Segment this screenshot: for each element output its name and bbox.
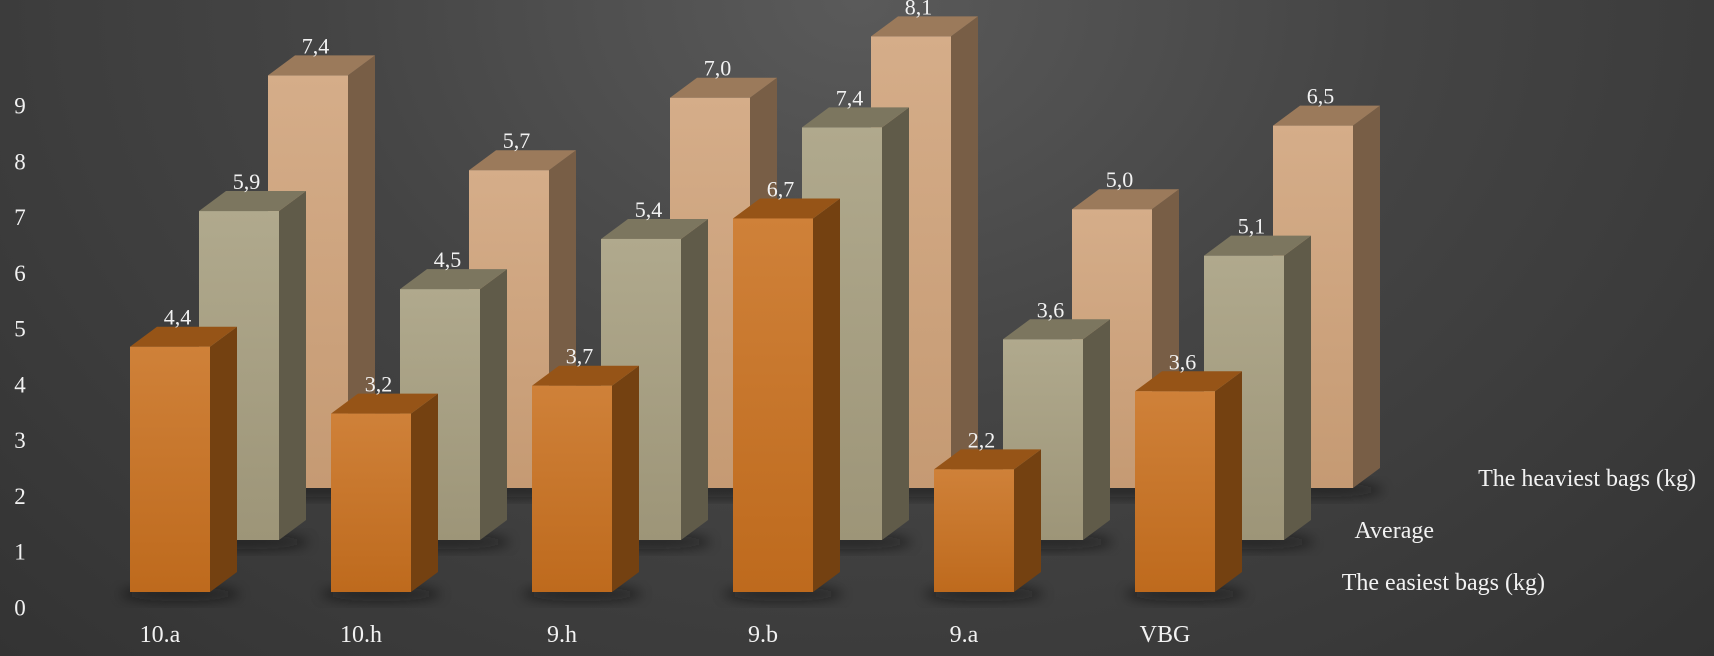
bar-top (802, 107, 909, 128)
bar-front (934, 469, 1014, 592)
bar-side (1353, 105, 1380, 488)
y-tick-label: 9 (14, 94, 26, 119)
bar-top (130, 326, 237, 347)
bar-side (1215, 371, 1242, 592)
y-tick-label: 5 (14, 317, 26, 342)
x-tick-label: 10.h (340, 622, 382, 648)
x-tick-label: 9.a (950, 622, 979, 648)
x-tick-label: 9.h (547, 622, 577, 648)
legend-entry-the-easiest-bags-kg: The easiest bags (kg) (1342, 570, 1545, 596)
bar-top (268, 55, 375, 76)
legend-entry-the-heaviest-bags-kg: The heaviest bags (kg) (1478, 466, 1696, 492)
x-tick-label: 10.a (140, 622, 181, 648)
y-tick-label: 3 (14, 428, 26, 453)
bar-side (882, 107, 909, 541)
bars (130, 16, 1380, 592)
y-tick-label: 6 (14, 261, 26, 286)
data-label: 3,7 (566, 344, 594, 369)
bar-side (279, 191, 306, 540)
x-axis: 10.a 10.h 9.h 9.b 9.a VBG (140, 622, 1191, 648)
y-axis: 0 1 2 3 4 5 6 7 8 9 (14, 94, 26, 621)
data-label: 4,4 (164, 305, 192, 330)
y-tick-label: 8 (14, 149, 26, 174)
data-label: 3,6 (1037, 297, 1065, 322)
bar-front (331, 413, 411, 592)
bar-top (871, 16, 978, 37)
bar-side (951, 16, 978, 489)
bar-side (348, 55, 375, 489)
x-tick-label: VBG (1140, 622, 1191, 648)
data-label: 4,5 (434, 247, 462, 272)
bar-side (411, 393, 438, 592)
bar-the-easiest-bags-kg-vbg (1135, 371, 1242, 592)
bar-top (532, 365, 639, 386)
bar-side (480, 269, 507, 540)
bar-top (1135, 371, 1242, 392)
bar-top (199, 191, 306, 212)
data-label: 5,9 (233, 169, 261, 194)
legend: The easiest bags (kg) Average The heaviest… (1342, 466, 1696, 596)
data-label: 7,4 (836, 85, 864, 110)
bar-top (733, 198, 840, 219)
bar-front (733, 218, 813, 592)
bar-the-easiest-bags-kg-9-h (532, 365, 639, 592)
y-tick-label: 4 (14, 372, 26, 397)
data-label: 3,2 (365, 372, 393, 397)
bar-front (130, 346, 210, 592)
data-label: 7,4 (302, 33, 330, 58)
bar-front (532, 385, 612, 592)
data-label: 8,1 (905, 0, 933, 19)
bar-top (1003, 319, 1110, 340)
bar-side (813, 198, 840, 592)
bar-side (681, 218, 708, 540)
y-tick-label: 7 (14, 205, 26, 230)
bar-front (1135, 391, 1215, 592)
data-label: 6,5 (1307, 84, 1335, 109)
data-label: 2,2 (968, 427, 996, 452)
bar-top (1273, 105, 1380, 126)
bar-the-easiest-bags-kg-10-a (130, 326, 237, 592)
data-label: 5,0 (1106, 167, 1134, 192)
bar-top (400, 269, 507, 290)
legend-entry-average: Average (1355, 518, 1435, 544)
bar-top (331, 393, 438, 414)
bar-side (1284, 235, 1311, 541)
data-label: 5,1 (1238, 214, 1266, 239)
y-tick-label: 1 (14, 540, 26, 565)
data-label: 5,7 (503, 128, 531, 153)
bar-top (670, 77, 777, 98)
bar-side (1014, 449, 1041, 592)
bar-side (1083, 319, 1110, 540)
bar-top (934, 449, 1041, 470)
bar-top (601, 218, 708, 239)
bar-the-easiest-bags-kg-9-b (733, 198, 840, 592)
bar-side (612, 365, 639, 592)
y-tick-label: 2 (14, 484, 26, 509)
y-tick-label: 0 (14, 595, 26, 620)
bar-top (1204, 235, 1311, 256)
data-label: 6,7 (767, 176, 795, 201)
x-tick-label: 9.b (748, 622, 778, 648)
bar-the-easiest-bags-kg-10-h (331, 393, 438, 592)
data-labels: 7,4 5,7 7,0 8,1 5,0 6,5 5,9 4,5 5,4 7,4 3,6 5,1 4,4 3… (164, 0, 1335, 452)
bar-top (469, 150, 576, 171)
data-label: 5,4 (635, 197, 663, 222)
bar-the-easiest-bags-kg-9-a (934, 449, 1041, 592)
data-label: 3,6 (1169, 349, 1197, 374)
bar-top (1072, 189, 1179, 210)
bar-side (210, 326, 237, 592)
data-label: 7,0 (704, 56, 732, 81)
